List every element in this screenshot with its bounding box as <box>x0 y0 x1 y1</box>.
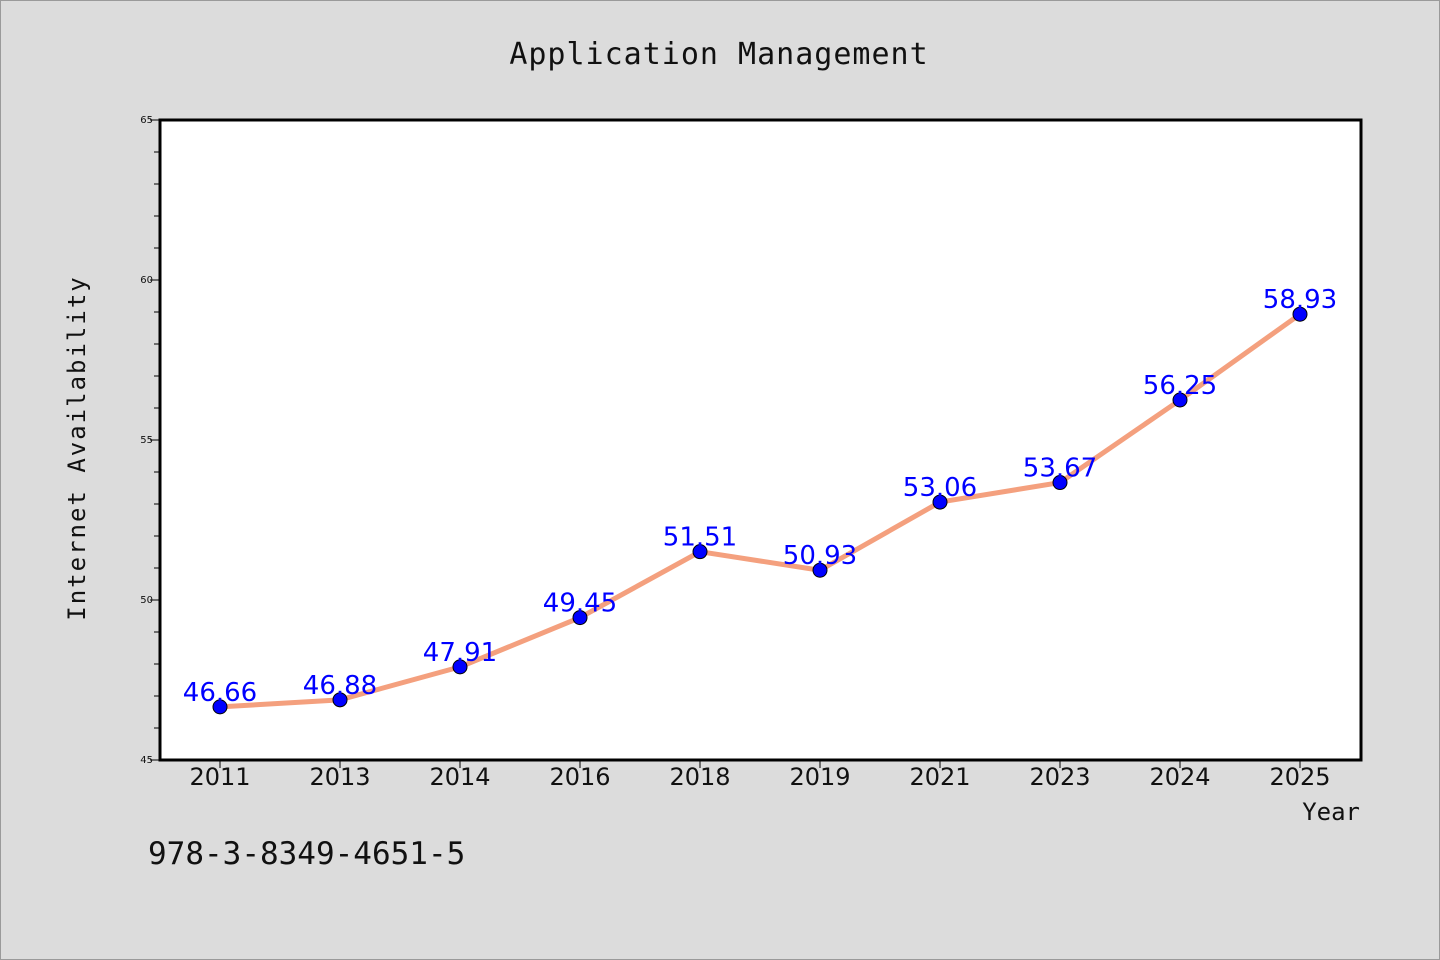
y-tick-label: 50 <box>140 595 153 606</box>
data-label: 47.91 <box>423 638 497 668</box>
data-label: 49.45 <box>543 589 617 619</box>
data-point <box>452 659 468 675</box>
data-point <box>692 544 708 560</box>
data-point <box>332 692 348 708</box>
data-label: 46.66 <box>183 678 257 708</box>
x-tick-label: 2018 <box>669 763 730 791</box>
data-label: 58.93 <box>1263 285 1337 315</box>
x-tick-label: 2019 <box>789 763 850 791</box>
data-label: 50.93 <box>783 541 857 571</box>
y-tick-label: 60 <box>140 275 153 286</box>
data-label: 53.67 <box>1023 454 1097 484</box>
data-point <box>572 610 588 626</box>
series-markers <box>212 306 1308 715</box>
data-point <box>932 494 948 510</box>
x-tick-label: 2025 <box>1269 763 1330 791</box>
x-tick-label: 2013 <box>309 763 370 791</box>
data-labels: 46.66 46.88 47.91 49.45 51.51 50.93 53.06 53.67… <box>183 285 1337 708</box>
x-tick-label: 2021 <box>909 763 970 791</box>
x-axis: 2011 2013 2014 2016 2018 2019 2021 2023 2024 2025 <box>189 760 1331 791</box>
data-label: 51.51 <box>663 523 737 553</box>
data-label: 46.88 <box>303 671 377 701</box>
x-tick-label: 2016 <box>549 763 610 791</box>
data-label: 56.25 <box>1143 371 1217 401</box>
data-point <box>1172 392 1188 408</box>
y-axis-label: Internet Availability <box>63 275 91 620</box>
y-axis: 45 50 55 60 65 <box>140 115 160 766</box>
y-tick-label: 55 <box>140 435 153 446</box>
series-line <box>217 311 1303 710</box>
series-polyline <box>217 311 1303 710</box>
y-tick-label: 45 <box>140 755 153 766</box>
chart-title: Application Management <box>509 37 928 72</box>
data-point <box>1052 475 1068 491</box>
data-point <box>812 562 828 578</box>
x-axis-label: Year <box>1302 798 1360 826</box>
data-label: 53.06 <box>903 473 977 503</box>
plot-area <box>158 118 1363 762</box>
data-point <box>1292 306 1308 322</box>
x-tick-label: 2024 <box>1149 763 1210 791</box>
y-tick-label: 65 <box>140 115 153 126</box>
x-tick-label: 2011 <box>189 763 250 791</box>
isbn-note: 978-3-8349-4651-5 <box>148 836 465 872</box>
data-point <box>212 699 228 715</box>
x-tick-label: 2014 <box>429 763 490 791</box>
x-tick-label: 2023 <box>1029 763 1090 791</box>
